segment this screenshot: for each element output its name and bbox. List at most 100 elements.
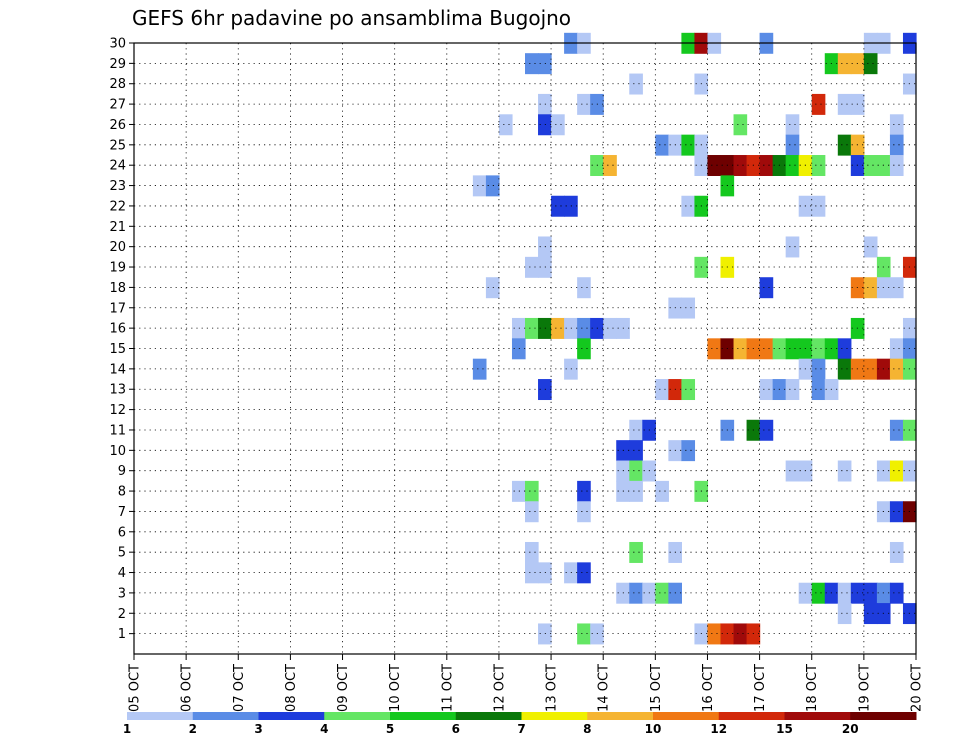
x-tick-label: 09 OCT — [336, 664, 351, 712]
heatmap-cell — [785, 114, 800, 136]
colorbar-legend: 1 2 3 4 5 6 7 8 10 12 15 20 — [123, 712, 917, 736]
heatmap-cell — [707, 338, 722, 360]
colorbar-swatch — [718, 712, 785, 720]
heatmap-cell — [889, 114, 904, 136]
heatmap-cell — [733, 338, 748, 360]
heatmap-cell — [525, 53, 539, 75]
y-tick-label: 25 — [109, 138, 126, 153]
heatmap-cell — [889, 358, 904, 380]
heatmap-cell — [629, 460, 643, 482]
heatmap-cell — [811, 93, 826, 115]
colorbar-label: 4 — [320, 722, 328, 736]
heatmap-cell — [863, 358, 878, 380]
heatmap-cell — [525, 541, 539, 563]
x-tick-label: 05 OCT — [128, 664, 143, 712]
heatmap-cell — [577, 338, 591, 360]
heatmap-cell — [498, 114, 513, 136]
x-tick-label: 16 OCT — [701, 664, 716, 712]
y-tick-label: 23 — [109, 179, 126, 194]
x-tick-label: 17 OCT — [753, 664, 768, 712]
colorbar-label: 12 — [710, 722, 727, 736]
x-tick-label: 14 OCT — [597, 664, 612, 712]
heatmap-cell — [863, 236, 878, 258]
heatmap-cell — [811, 338, 826, 360]
heatmap-cell — [811, 155, 826, 176]
heatmap-cell — [577, 562, 591, 584]
y-tick-label: 18 — [109, 281, 126, 296]
colorbar-label: 7 — [517, 722, 525, 736]
colorbar-swatch — [324, 712, 391, 720]
heatmap-cell — [889, 582, 904, 604]
heatmap-cell — [525, 317, 539, 339]
heatmap-cell — [511, 338, 526, 360]
heatmap-cell — [759, 277, 774, 299]
colorbar-swatch — [521, 712, 588, 720]
heatmap-cell — [759, 338, 774, 360]
y-tick-label: 16 — [109, 322, 126, 337]
heatmap-cell — [655, 379, 669, 401]
y-tick-label: 24 — [109, 159, 126, 174]
heatmap-cells — [472, 32, 917, 645]
heatmap-cell — [577, 623, 591, 645]
heatmap-cell — [889, 338, 904, 360]
chart-title: GEFS 6hr padavine po ansamblima Bugojno — [132, 6, 572, 30]
colorbar-label: 1 — [123, 722, 131, 736]
heatmap-cell — [837, 134, 852, 156]
heatmap-cell — [811, 358, 826, 380]
heatmap-cell — [603, 155, 617, 176]
y-tick-label: 26 — [109, 118, 126, 133]
y-tick-label: 13 — [109, 383, 126, 398]
heatmap-cell — [577, 501, 591, 523]
y-tick-label: 15 — [109, 342, 126, 357]
x-tick-label: 07 OCT — [232, 664, 247, 712]
heatmap-cell — [577, 93, 591, 115]
y-tick-label: 12 — [109, 403, 126, 418]
heatmap-cell — [785, 236, 800, 258]
y-tick-label: 11 — [109, 423, 126, 438]
heatmap-cell — [525, 480, 539, 502]
x-tick-label: 12 OCT — [492, 664, 507, 712]
colorbar-label: 2 — [189, 722, 197, 736]
heatmap-cell — [837, 603, 852, 625]
heatmap-cell — [681, 440, 696, 462]
heatmap-cell — [472, 175, 487, 197]
heatmap-cell — [889, 501, 904, 523]
heatmap-cell — [629, 73, 643, 95]
heatmap-cell — [889, 541, 904, 563]
heatmap-cell — [837, 582, 852, 604]
heatmap-cell — [551, 195, 565, 217]
colorbar-label: 10 — [645, 722, 662, 736]
heatmap-cell — [577, 317, 591, 339]
colorbar-swatch — [653, 712, 720, 720]
y-tick-label: 3 — [118, 586, 126, 601]
heatmap-cell — [629, 541, 643, 563]
heatmap-cell — [629, 582, 643, 604]
colorbar-swatch — [784, 712, 851, 720]
heatmap-cell — [785, 460, 800, 482]
x-tick-label: 06 OCT — [180, 664, 195, 712]
heatmap-cell — [863, 582, 878, 604]
x-tick-label: 18 OCT — [805, 664, 820, 712]
heatmap-cell — [681, 195, 696, 217]
y-tick-label: 6 — [118, 525, 126, 540]
heatmap-cell — [629, 480, 643, 502]
heatmap-cell — [525, 501, 539, 523]
heatmap-cell — [733, 623, 748, 645]
heatmap-cell — [603, 317, 617, 339]
y-tick-label: 30 — [109, 37, 126, 52]
heatmap-cell — [551, 114, 565, 136]
heatmap-cell — [811, 195, 826, 217]
heatmap-cell — [889, 460, 904, 482]
y-tick-label: 27 — [109, 98, 126, 113]
heatmap-cell — [525, 562, 539, 584]
heatmap-cell — [733, 155, 748, 176]
heatmap-cell — [837, 53, 852, 75]
heatmap-cell — [485, 175, 500, 197]
heatmap-cell — [472, 358, 487, 380]
heatmap-cell — [785, 134, 800, 156]
y-tick-label: 4 — [118, 566, 126, 581]
heatmap-cell — [837, 93, 852, 115]
heatmap-cell — [863, 277, 878, 299]
x-tick-label: 20 OCT — [910, 664, 925, 712]
colorbar-swatch — [192, 712, 259, 720]
